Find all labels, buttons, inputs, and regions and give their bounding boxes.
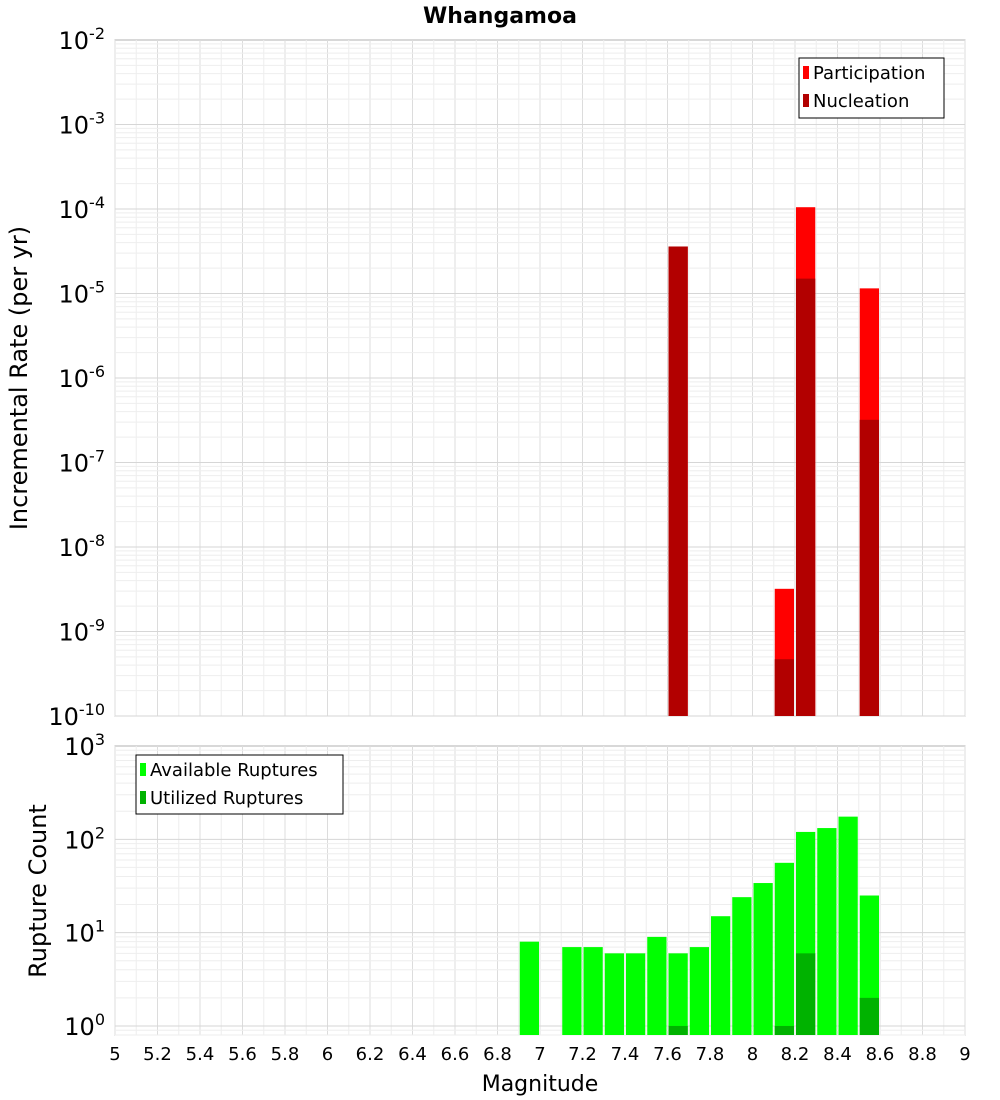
bar-available-ruptures	[753, 883, 773, 1035]
bar-available-ruptures	[711, 916, 731, 1035]
y-tick-label: 10-10	[48, 700, 105, 731]
bar-available-ruptures	[817, 828, 837, 1035]
x-tick-label: 7.6	[653, 1044, 682, 1065]
x-tick-label: 6	[322, 1044, 333, 1065]
y-tick-label: 102	[64, 823, 105, 854]
bottom-y-ticks: 103 102 101 100	[64, 730, 105, 1041]
bar-nucleation	[796, 278, 816, 716]
bar-available-ruptures	[626, 953, 646, 1035]
y-tick-label: 10-4	[59, 193, 106, 224]
bar-utilized-ruptures	[774, 1025, 794, 1035]
bar-utilized-ruptures	[796, 953, 816, 1035]
legend-swatch-participation	[803, 66, 809, 79]
y-tick-label: 100	[64, 1010, 105, 1041]
x-tick-label: 7.2	[568, 1044, 597, 1065]
x-tick-label: 5.4	[186, 1044, 215, 1065]
y-tick-label: 10-8	[59, 531, 106, 562]
top-grid	[114, 40, 966, 717]
x-tick-label: 6.2	[356, 1044, 385, 1065]
y-tick-label: 103	[64, 730, 105, 761]
y-tick-label: 10-9	[59, 616, 106, 647]
chart-title: Whangamoa	[423, 4, 577, 29]
x-tick-label: 6.6	[441, 1044, 470, 1065]
x-tick-label: 7.4	[611, 1044, 640, 1065]
bar-utilized-ruptures	[668, 1025, 688, 1035]
top-legend-box	[798, 57, 945, 119]
y-tick-label: 10-7	[59, 447, 106, 478]
bar-available-ruptures	[647, 936, 667, 1035]
bar-nucleation	[859, 419, 879, 716]
bottom-legend: Available Ruptures Utilized Ruptures	[135, 754, 344, 815]
legend-label-participation: Participation	[813, 63, 925, 84]
bar-available-ruptures	[838, 816, 858, 1035]
x-tick-label: 5	[109, 1044, 120, 1065]
bar-nucleation	[774, 659, 794, 716]
x-tick-label: 7.8	[696, 1044, 725, 1065]
x-tick-label: 8.4	[823, 1044, 852, 1065]
x-axis-label: Magnitude	[482, 1072, 599, 1097]
x-tick-label: 7	[534, 1044, 545, 1065]
bottom-bars	[519, 816, 879, 1035]
bar-available-ruptures	[583, 947, 603, 1035]
bar-nucleation	[668, 246, 688, 716]
legend-swatch-nucleation	[803, 94, 809, 107]
top-y-ticks: 10-2 10-3 10-4 10-5 10-6 10-7 10-8 10-9 10-10	[48, 24, 105, 731]
y-tick-label: 101	[64, 917, 105, 948]
x-tick-label: 9	[959, 1044, 970, 1065]
bottom-plot: 103 102 101 100 Rupture Count Available Rup…	[24, 730, 971, 1097]
x-tick-label: 8.8	[908, 1044, 937, 1065]
top-bars	[668, 207, 879, 716]
legend-swatch-utilized	[140, 791, 146, 804]
y-tick-label: 10-6	[59, 362, 106, 393]
legend-label-nucleation: Nucleation	[813, 91, 909, 112]
bar-available-ruptures	[774, 862, 794, 1035]
legend-label-utilized: Utilized Ruptures	[150, 788, 303, 809]
x-tick-label: 5.2	[143, 1044, 172, 1065]
x-tick-label: 5.6	[228, 1044, 257, 1065]
y-tick-label: 10-5	[59, 278, 106, 309]
legend-label-available: Available Ruptures	[150, 760, 318, 781]
x-tick-label: 8	[747, 1044, 758, 1065]
bar-available-ruptures	[604, 953, 624, 1035]
bottom-y-axis-label: Rupture Count	[24, 804, 52, 978]
top-y-axis-label: Incremental Rate (per yr)	[5, 226, 33, 530]
legend-swatch-available	[140, 763, 146, 776]
x-ticks: 5 5.2 5.4 5.6 5.8 6 6.2 6.4 6.6 6.8 7 7.2 7.4 7.6 7.8 8…	[109, 1044, 970, 1065]
x-tick-label: 8.6	[866, 1044, 895, 1065]
top-plot: 10-2 10-3 10-4 10-5 10-6 10-7 10-8 10-9 10-10 In…	[5, 24, 966, 731]
bar-available-ruptures	[732, 897, 752, 1035]
x-tick-label: 5.8	[271, 1044, 300, 1065]
bar-available-ruptures	[519, 941, 539, 1035]
bottom-legend-box	[135, 754, 344, 815]
y-tick-label: 10-3	[59, 109, 106, 140]
y-tick-label: 10-2	[59, 24, 106, 55]
bar-available-ruptures	[689, 947, 709, 1035]
bar-utilized-ruptures	[859, 997, 879, 1035]
bar-available-ruptures	[562, 947, 582, 1035]
x-tick-label: 6.8	[483, 1044, 512, 1065]
top-legend: Participation Nucleation	[798, 57, 945, 119]
x-tick-label: 6.4	[398, 1044, 427, 1065]
bar-available-ruptures	[668, 953, 688, 1035]
x-tick-label: 8.2	[781, 1044, 810, 1065]
